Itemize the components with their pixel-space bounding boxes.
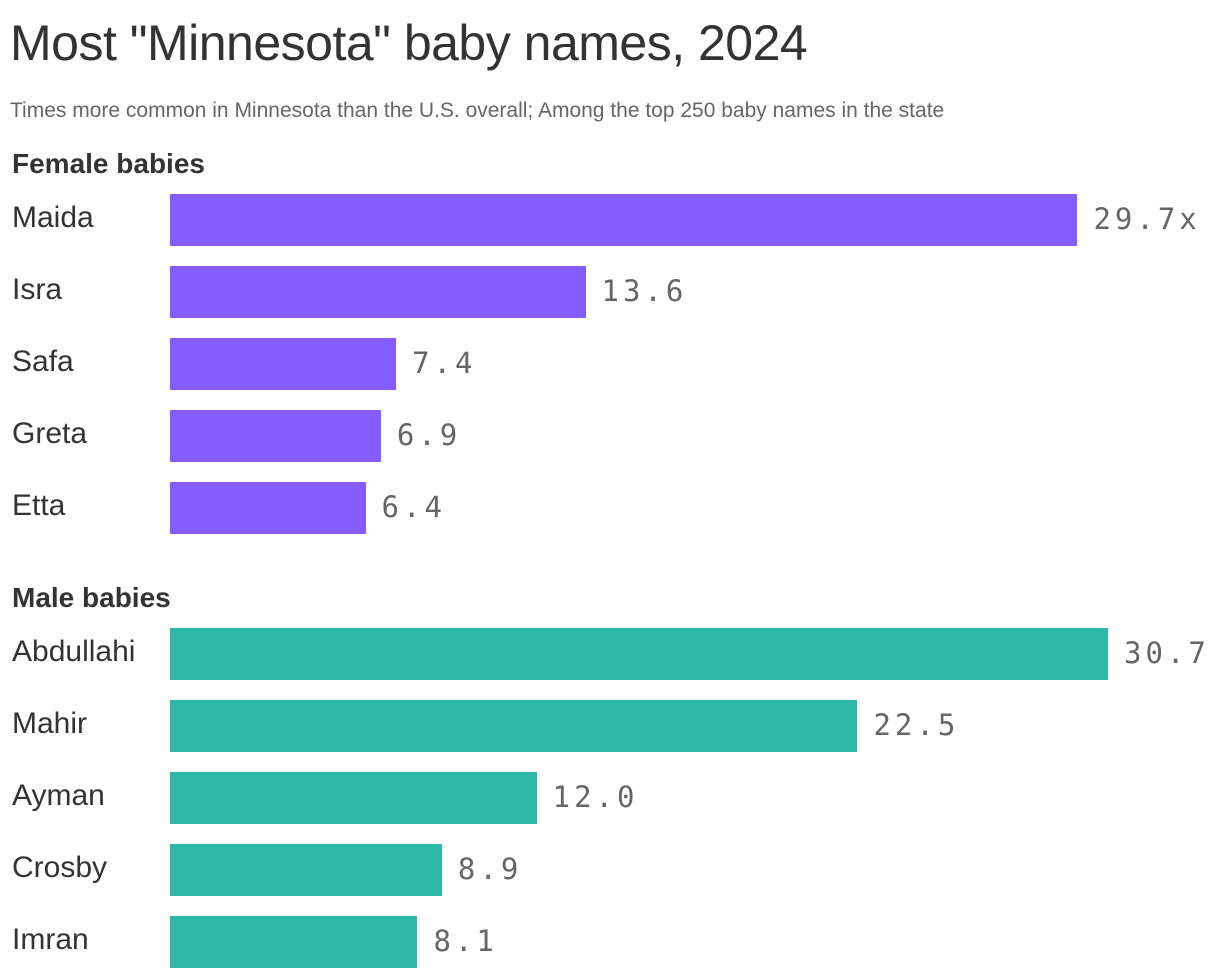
category-label: Crosby bbox=[12, 851, 108, 884]
value-label: 12.0 bbox=[552, 780, 639, 814]
bar bbox=[170, 844, 442, 896]
value-label: 22.5 bbox=[873, 708, 960, 742]
value-label: 13.6 bbox=[601, 274, 688, 308]
value-label: 6.9 bbox=[396, 418, 462, 452]
bar bbox=[170, 482, 366, 534]
category-label: Imran bbox=[12, 923, 89, 956]
chart-subtitle: Times more common in Minnesota than the … bbox=[10, 99, 945, 122]
bar bbox=[170, 772, 537, 824]
bar bbox=[170, 338, 397, 390]
value-label: 29.7x bbox=[1093, 202, 1201, 236]
category-label: Greta bbox=[12, 417, 88, 450]
category-label: Maida bbox=[12, 201, 94, 234]
bar bbox=[170, 700, 858, 752]
value-label: 8.1 bbox=[433, 924, 498, 958]
bar bbox=[170, 410, 381, 462]
bar bbox=[170, 628, 1108, 680]
category-label: Ayman bbox=[12, 779, 105, 812]
chart-title: Most "Minnesota" baby names, 2024 bbox=[10, 15, 808, 71]
bar bbox=[170, 266, 586, 318]
value-label: 6.4 bbox=[381, 490, 446, 524]
group-label: Female babies bbox=[12, 148, 205, 179]
category-label: Isra bbox=[12, 273, 63, 306]
group-label: Male babies bbox=[12, 582, 171, 613]
category-label: Abdullahi bbox=[12, 635, 136, 668]
category-label: Safa bbox=[12, 345, 74, 378]
category-label: Mahir bbox=[12, 707, 88, 740]
category-label: Etta bbox=[12, 489, 66, 522]
value-label: 8.9 bbox=[457, 852, 523, 886]
value-label: 7.4 bbox=[412, 346, 477, 380]
bar bbox=[170, 194, 1078, 246]
value-label: 30.7 bbox=[1124, 636, 1210, 670]
bar bbox=[170, 916, 418, 968]
